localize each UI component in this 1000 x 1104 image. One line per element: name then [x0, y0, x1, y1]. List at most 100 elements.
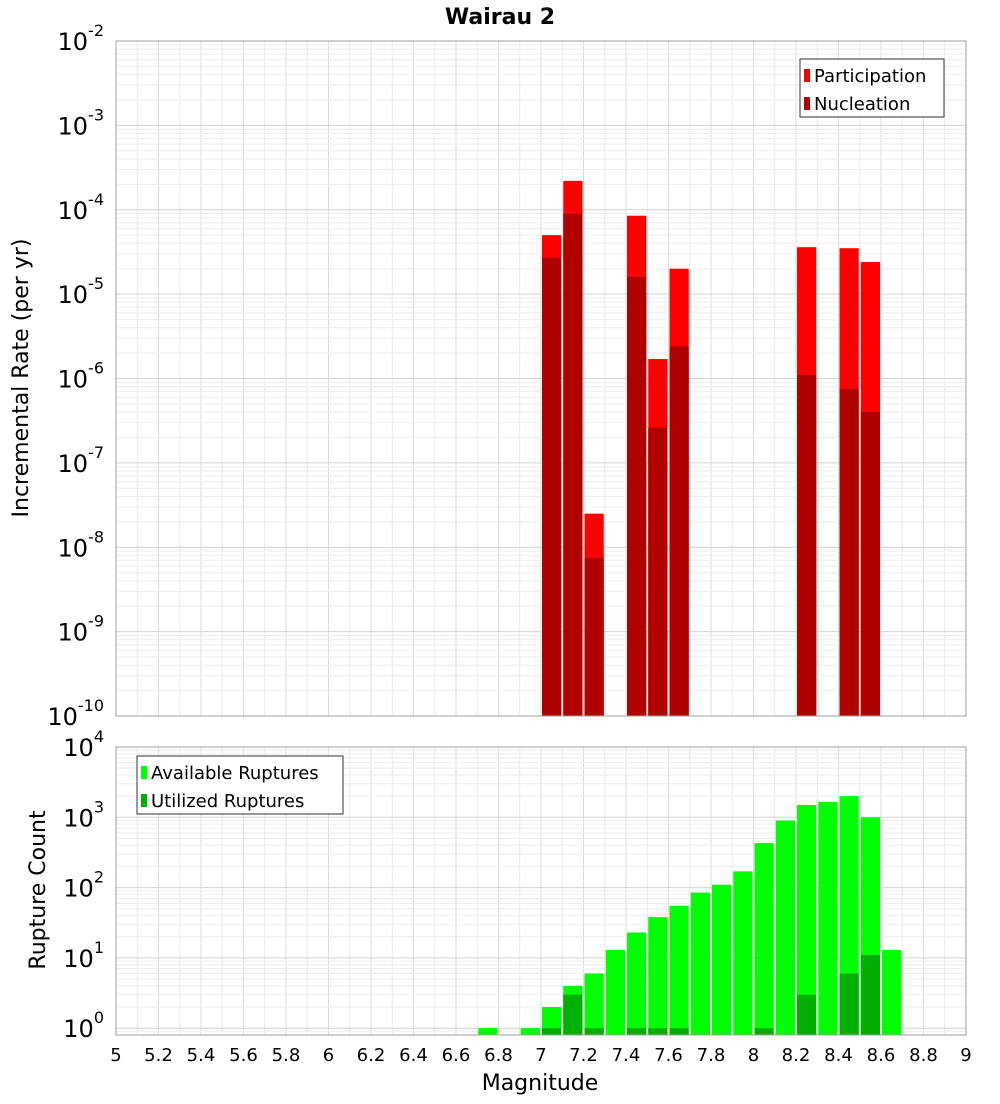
- top-bar: [648, 427, 668, 716]
- x-tick-label: 7.8: [697, 1045, 726, 1066]
- bottom-plot-border: [115, 746, 967, 1036]
- top-y-tick-exponent: -5: [88, 274, 104, 293]
- bottom-bar: [690, 892, 710, 1035]
- top-y-tick-base: 10: [58, 366, 89, 394]
- bottom-bar: [860, 954, 880, 1035]
- top-legend-swatch: [804, 69, 810, 82]
- bottom-bar: [733, 871, 753, 1035]
- x-tick-label: 8.4: [824, 1045, 853, 1066]
- bottom-bar: [520, 1028, 540, 1035]
- top-legend-label: Nucleation: [814, 94, 910, 115]
- top-bar: [839, 389, 859, 716]
- top-gridlines: [115, 40, 967, 717]
- x-tick-label: 8.8: [909, 1045, 938, 1066]
- x-tick-label: 5: [110, 1045, 121, 1066]
- top-y-axis-label: Incremental Rate (per yr): [9, 239, 34, 518]
- x-tick-label: 5.8: [272, 1045, 301, 1066]
- top-y-tick-base: 10: [58, 112, 89, 140]
- bottom-bar: [669, 1028, 689, 1035]
- bottom-legend: Available Ruptures Utilized Ruptures: [136, 755, 344, 815]
- bottom-bar: [648, 917, 668, 1035]
- bottom-legend-label: Utilized Ruptures: [151, 791, 304, 812]
- x-tick-label: 6.2: [357, 1045, 386, 1066]
- bottom-y-tick-label: 100: [63, 1008, 104, 1043]
- top-legend-box: [799, 58, 945, 118]
- x-tick-label: 7.4: [612, 1045, 641, 1066]
- x-tick-label: 5.6: [229, 1045, 258, 1066]
- bottom-bar: [584, 1028, 604, 1035]
- top-legend-swatch: [804, 97, 810, 110]
- top-bar: [584, 557, 604, 716]
- top-y-tick-exponent: -4: [88, 190, 104, 209]
- bottom-bar: [797, 994, 817, 1035]
- top-bar: [563, 213, 583, 717]
- bottom-bar: [882, 949, 902, 1035]
- top-y-tick-label: 10-8: [58, 527, 105, 562]
- bottom-legend-box: [136, 755, 344, 815]
- top-y-tick-label: 10-2: [58, 21, 105, 56]
- top-y-tick-exponent: -2: [88, 21, 104, 40]
- bottom-y-tick-base: 10: [63, 875, 94, 903]
- bottom-bar: [797, 804, 817, 1035]
- x-tick-label: 6.4: [399, 1045, 428, 1066]
- x-tick-label: 6.6: [442, 1045, 471, 1066]
- bottom-y-tick-base: 10: [63, 1015, 94, 1043]
- x-tick-label: 6.8: [484, 1045, 513, 1066]
- top-plot: 10-1010-910-810-710-610-510-410-310-2Par…: [47, 21, 967, 731]
- top-bar: [627, 276, 647, 716]
- top-y-tick-exponent: -6: [88, 359, 104, 378]
- bottom-bar: [542, 1028, 562, 1035]
- bottom-bar: [818, 802, 838, 1035]
- bottom-y-tick-exponent: 3: [94, 797, 104, 816]
- bottom-legend-swatch: [141, 794, 147, 807]
- top-y-tick-label: 10-4: [58, 190, 105, 225]
- bottom-bar: [478, 1028, 498, 1035]
- bottom-bar: [563, 994, 583, 1035]
- x-tick-label: 7.6: [654, 1045, 683, 1066]
- bottom-series-1: [542, 954, 880, 1035]
- x-tick-label: 5.4: [187, 1045, 216, 1066]
- x-axis-label: Magnitude: [482, 1071, 599, 1096]
- x-tick-label: 8.2: [782, 1045, 811, 1066]
- top-bar: [669, 346, 689, 716]
- x-tick-label: 9: [960, 1045, 971, 1066]
- x-tick-label: 7.2: [569, 1045, 598, 1066]
- bottom-y-tick-label: 103: [63, 797, 104, 832]
- bottom-legend-label: Available Ruptures: [151, 763, 319, 784]
- top-y-tick-exponent: -8: [88, 527, 104, 546]
- x-tick-label: 7: [535, 1045, 546, 1066]
- top-y-tick-base: 10: [58, 28, 89, 56]
- bottom-y-tick-base: 10: [63, 945, 94, 973]
- top-bar: [797, 375, 817, 716]
- top-y-tick-base: 10: [58, 197, 89, 225]
- bottom-legend-swatch: [141, 766, 147, 779]
- top-y-tick-label: 10-7: [58, 443, 105, 478]
- bottom-y-tick-exponent: 2: [94, 868, 104, 887]
- bottom-y-tick-exponent: 0: [94, 1008, 104, 1027]
- bottom-bar: [712, 884, 732, 1035]
- top-bar: [860, 412, 880, 716]
- top-y-tick-label: 10-5: [58, 274, 105, 309]
- bottom-bar: [775, 820, 795, 1035]
- x-tick-label: 8: [748, 1045, 759, 1066]
- top-y-tick-label: 10-6: [58, 359, 105, 394]
- top-y-tick-base: 10: [58, 534, 89, 562]
- top-bar: [542, 257, 562, 716]
- top-y-tick-base: 10: [58, 450, 89, 478]
- top-y-tick-base: 10: [47, 703, 78, 731]
- x-tick-label: 8.6: [867, 1045, 896, 1066]
- chart-title: Wairau 2: [445, 5, 555, 30]
- top-y-tick-label: 10-9: [58, 612, 105, 647]
- top-plot-border: [115, 40, 967, 717]
- top-y-tick-exponent: -3: [88, 105, 104, 124]
- top-y-tick-label: 10-10: [47, 696, 104, 731]
- bottom-series-0: [478, 796, 902, 1035]
- x-tick-label: 5.2: [144, 1045, 173, 1066]
- bottom-bar: [754, 843, 774, 1035]
- top-y-tick-base: 10: [58, 281, 89, 309]
- bottom-bar: [605, 949, 625, 1035]
- top-legend: Participation Nucleation: [799, 58, 945, 118]
- top-y-tick-exponent: -7: [88, 443, 104, 462]
